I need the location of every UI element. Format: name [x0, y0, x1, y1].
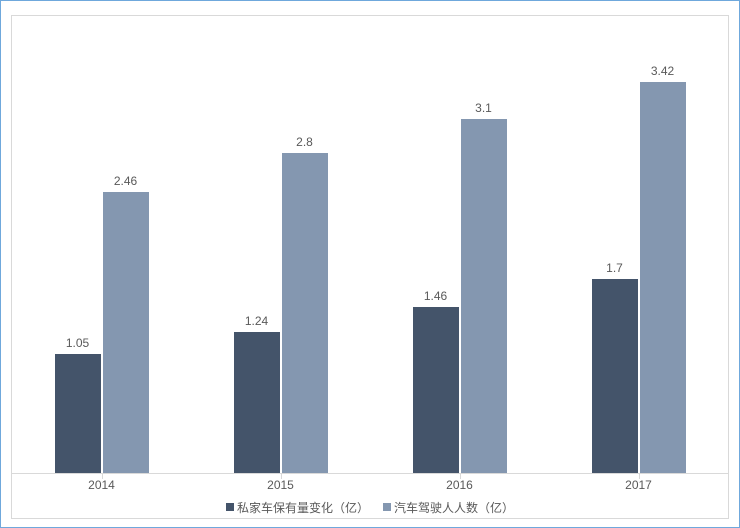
x-axis-labels: 2014201520162017	[12, 474, 728, 496]
x-axis-tick	[281, 474, 282, 479]
bar: 1.24	[234, 332, 280, 474]
x-axis-tick	[460, 474, 461, 479]
legend-item-series-1: 私家车保有量变化（亿）	[226, 499, 369, 516]
bar: 1.05	[55, 354, 101, 474]
chart-inner-frame: 1.052.461.242.81.463.11.73.42 2014201520…	[11, 15, 729, 519]
bar-value-label: 1.05	[66, 336, 89, 350]
bar-group: 1.73.42	[549, 16, 728, 474]
bar-value-label: 1.24	[245, 314, 268, 328]
bar-group: 1.463.1	[370, 16, 549, 474]
chart-outer-frame: 1.052.461.242.81.463.11.73.42 2014201520…	[0, 0, 740, 528]
bar: 3.42	[640, 82, 686, 474]
bar: 3.1	[461, 119, 507, 474]
bar: 2.46	[103, 192, 149, 474]
legend-label-series-2: 汽车驾驶人人数（亿）	[394, 499, 514, 516]
legend-label-series-1: 私家车保有量变化（亿）	[237, 499, 369, 516]
legend-item-series-2: 汽车驾驶人人数（亿）	[383, 499, 514, 516]
bar-group: 1.052.46	[12, 16, 191, 474]
bar-value-label: 3.42	[651, 64, 674, 78]
legend-swatch-series-1	[226, 503, 234, 511]
bar-value-label: 1.46	[424, 289, 447, 303]
bar-value-label: 1.7	[606, 261, 623, 275]
bar-value-label: 2.46	[114, 174, 137, 188]
x-axis-tick	[102, 474, 103, 479]
bar-group: 1.242.8	[191, 16, 370, 474]
bar: 2.8	[282, 153, 328, 474]
legend: 私家车保有量变化（亿） 汽车驾驶人人数（亿）	[12, 496, 728, 518]
bar: 1.46	[413, 307, 459, 474]
bar-value-label: 2.8	[296, 135, 313, 149]
x-axis-tick	[639, 474, 640, 479]
legend-swatch-series-2	[383, 503, 391, 511]
bar-value-label: 3.1	[475, 101, 492, 115]
bar-groups: 1.052.461.242.81.463.11.73.42	[12, 16, 728, 474]
bar: 1.7	[592, 279, 638, 474]
x-axis-line	[12, 473, 728, 474]
plot-area: 1.052.461.242.81.463.11.73.42	[12, 16, 728, 474]
